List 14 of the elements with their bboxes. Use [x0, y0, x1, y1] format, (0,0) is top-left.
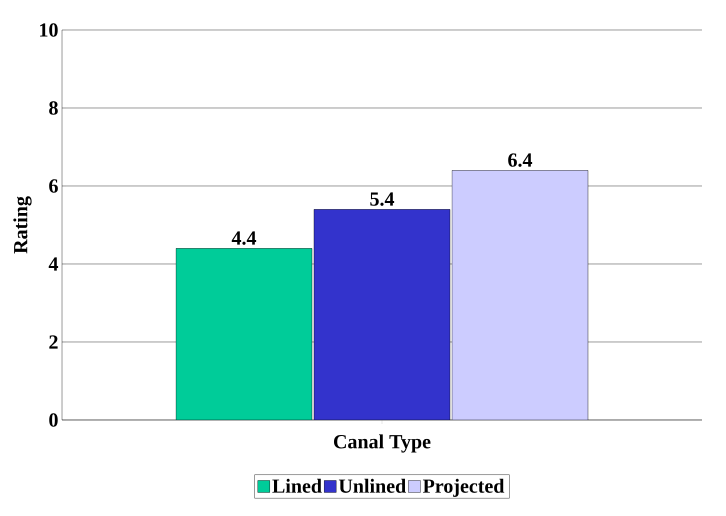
data-label: 4.4: [232, 231, 256, 245]
y-tick-label: 0: [49, 413, 58, 427]
y-tick-label: 6: [49, 179, 58, 193]
legend-label: Lined: [272, 478, 322, 493]
legend-label: Unlined: [338, 478, 406, 493]
y-tick-label: 10: [40, 23, 58, 37]
y-tick-label: 8: [49, 101, 58, 115]
legend-label: Projected: [422, 478, 504, 497]
data-label: 6.4: [508, 153, 532, 167]
y-tick-label: 2: [49, 335, 58, 349]
y-axis-title: Rating: [13, 196, 32, 254]
data-label: 5.4: [370, 192, 394, 206]
y-tick-label: 4: [48, 257, 58, 271]
x-axis-title: Canal Type: [334, 434, 430, 453]
